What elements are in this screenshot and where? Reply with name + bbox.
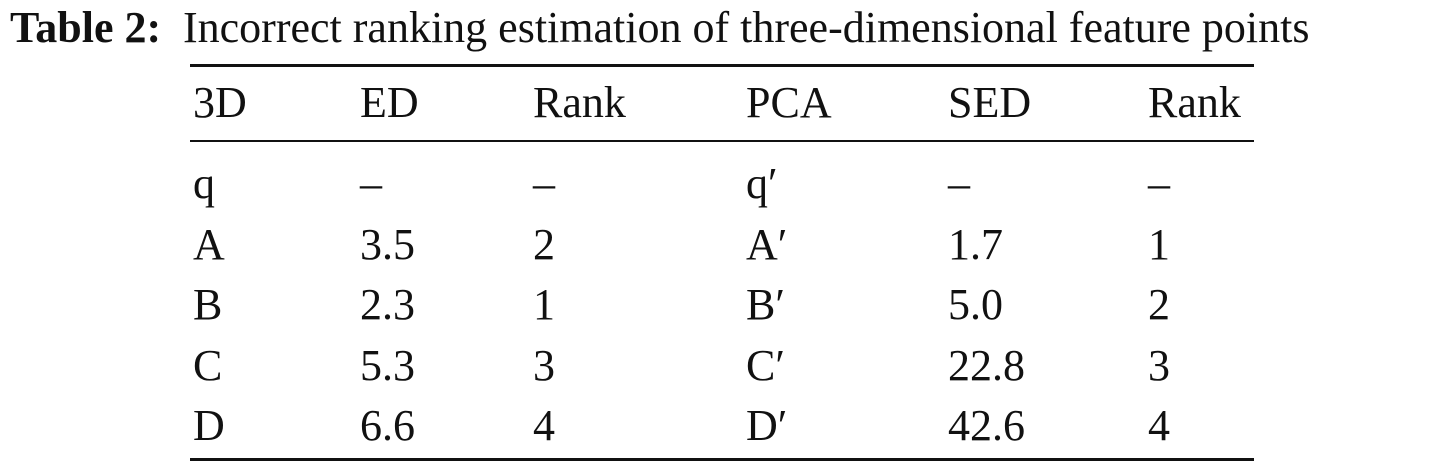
bottom-rule — [190, 458, 1254, 461]
caption-text: Incorrect ranking estimation of three-di… — [183, 3, 1310, 52]
table-cell: 2.3 — [360, 280, 415, 329]
table-cell: 2 — [533, 219, 555, 269]
table-cell: 3 — [533, 340, 555, 390]
header-cell: SED — [948, 78, 1032, 127]
header-rule — [190, 140, 1254, 142]
table-cell: 1.7 — [948, 219, 1003, 269]
table-cell: C — [193, 340, 223, 390]
table-cell: 3.5 — [360, 219, 415, 269]
header-cell: Rank — [533, 78, 626, 127]
table-cell: 22.8 — [948, 340, 1025, 390]
header-cell: 3D — [193, 78, 247, 127]
table-cell: 4 — [533, 401, 555, 450]
header-cell: Rank — [1148, 78, 1241, 127]
table-cell: D′ — [746, 401, 788, 450]
table-cell: 4 — [1148, 401, 1170, 450]
table-cell: 5.3 — [360, 340, 415, 390]
header-cell: PCA — [746, 78, 832, 127]
table-cell: q — [193, 159, 215, 208]
table-cell: D — [193, 401, 225, 450]
table-cell: – — [948, 159, 970, 208]
table-cell: B — [193, 280, 223, 329]
table-cell: 5.0 — [948, 280, 1003, 329]
caption-label: Table 2: — [10, 3, 162, 52]
table-cell: 3 — [1148, 340, 1170, 390]
table-cell: A — [193, 219, 225, 269]
table-cell: A′ — [746, 219, 788, 269]
table-cell: B′ — [746, 280, 785, 329]
table-cell: 42.6 — [948, 401, 1025, 450]
table-cell: 6.6 — [360, 401, 415, 450]
table-cell: 1 — [533, 280, 555, 329]
top-rule — [190, 64, 1254, 67]
table-cell: 2 — [1148, 280, 1170, 329]
table-cell: 1 — [1148, 219, 1170, 269]
table-cell: – — [533, 159, 555, 208]
table-cell: – — [1148, 159, 1170, 208]
table-cell: q′ — [746, 159, 778, 208]
table-cell: C′ — [746, 340, 785, 390]
header-cell: ED — [360, 78, 419, 127]
table-cell: – — [360, 159, 382, 208]
